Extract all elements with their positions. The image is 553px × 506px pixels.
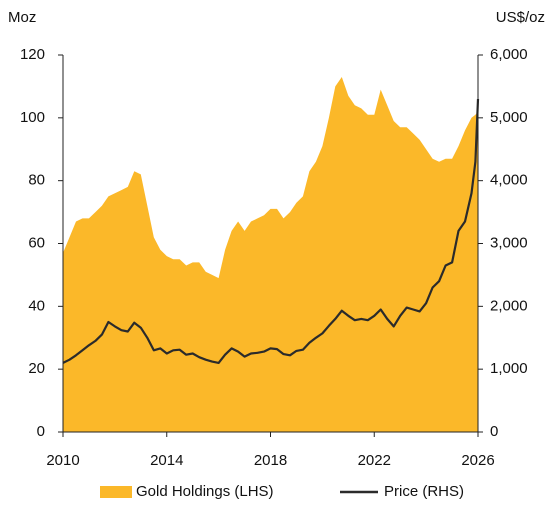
y-tick-label: 80 <box>28 172 45 189</box>
y-tick-label: 40 <box>28 297 45 314</box>
x-tick-label: 2018 <box>254 452 287 469</box>
y-tick-label: 20 <box>28 360 45 377</box>
y2-tick-label: 1,000 <box>490 360 528 377</box>
y2-axis-label: US$/oz <box>496 9 545 26</box>
y-axis-label: Moz <box>8 9 36 26</box>
y2-tick-label: 2,000 <box>490 297 528 314</box>
y-tick-label: 100 <box>20 109 45 126</box>
y-tick-label: 60 <box>28 234 45 251</box>
legend-swatch <box>100 486 132 498</box>
y-tick-label: 120 <box>20 46 45 63</box>
legend-label: Price (RHS) <box>384 483 464 500</box>
legend-label: Gold Holdings (LHS) <box>136 483 274 500</box>
y2-tick-label: 3,000 <box>490 234 528 251</box>
area <box>63 77 478 432</box>
x-tick-label: 2014 <box>150 452 183 469</box>
x-tick-label: 2022 <box>358 452 391 469</box>
y2-tick-label: 5,000 <box>490 109 528 126</box>
x-tick-label: 2010 <box>46 452 79 469</box>
x-tick-label: 2026 <box>461 452 494 469</box>
line <box>62 98 480 364</box>
y2-tick-label: 4,000 <box>490 172 528 189</box>
y2-tick-label: 0 <box>490 423 498 440</box>
y2-tick-label: 6,000 <box>490 46 528 63</box>
y-tick-label: 0 <box>37 423 45 440</box>
